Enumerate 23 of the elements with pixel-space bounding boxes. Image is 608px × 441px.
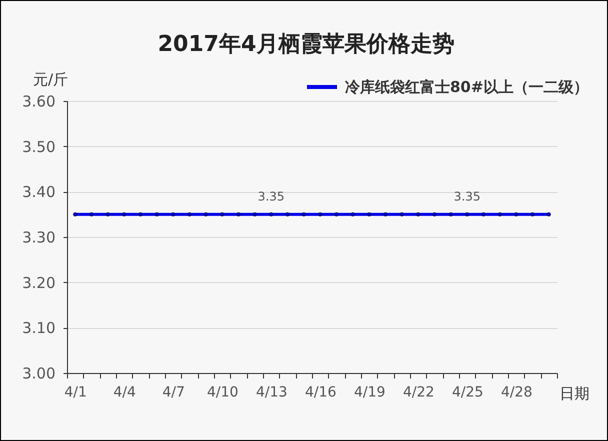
- y-tick-label: 3.10: [22, 319, 56, 338]
- y-axis-title: 元/斤: [32, 70, 68, 88]
- y-tick-label: 3.30: [22, 228, 56, 246]
- x-tick-label: 4/13: [256, 384, 288, 400]
- x-tick-label: 4/10: [206, 384, 238, 400]
- y-tick-label: 3.20: [22, 274, 56, 292]
- x-tick-label: 4/28: [500, 384, 532, 400]
- x-tick-label: 4/4: [113, 384, 136, 400]
- chart-title: 2017年4月栖霞苹果价格走势: [158, 32, 454, 57]
- x-tick-label: 4/7: [162, 384, 185, 400]
- y-tick-label: 3.60: [22, 92, 56, 110]
- data-label: 3.35: [258, 189, 285, 204]
- x-tick-label: 4/19: [354, 384, 386, 400]
- y-tick-label: 3.40: [22, 183, 56, 202]
- x-tick-label: 4/1: [64, 384, 87, 400]
- x-axis-title: 日期: [560, 384, 590, 402]
- x-tick-label: 4/22: [402, 384, 434, 400]
- y-tick-label: 3.50: [22, 138, 56, 156]
- x-tick-label: 4/25: [452, 384, 484, 400]
- data-label: 3.35: [454, 189, 481, 204]
- y-tick-label: 3.00: [22, 364, 56, 382]
- legend-label: 冷库纸袋红富士80#以上（一二级）: [345, 78, 588, 96]
- x-tick-label: 4/16: [304, 384, 336, 400]
